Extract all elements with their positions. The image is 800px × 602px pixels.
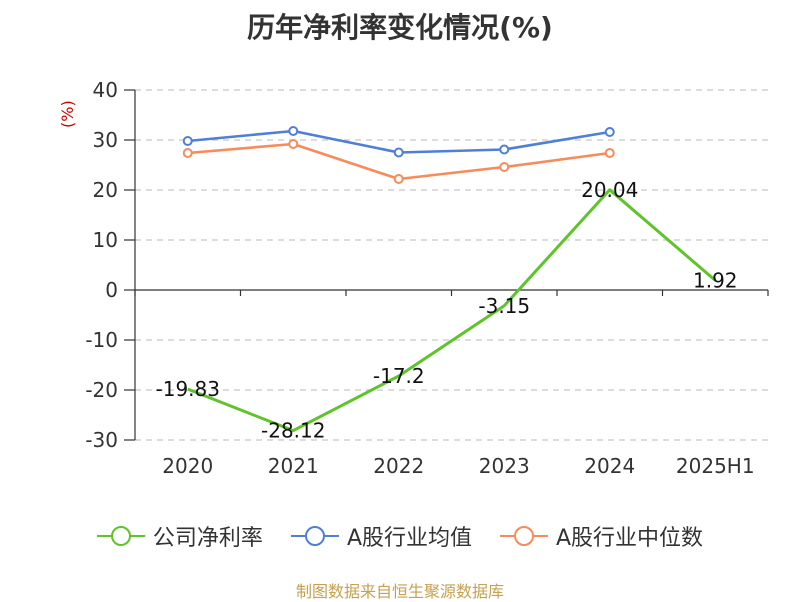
y-tick-label: 30	[93, 128, 118, 152]
data-point-industry_avg	[393, 147, 404, 158]
chart-title: 历年净利率变化情况(%)	[247, 11, 553, 44]
legend-swatch-net-margin	[96, 526, 145, 546]
legend-label-net-margin: 公司净利率	[152, 526, 263, 551]
data-point-industry_avg	[182, 136, 193, 146]
data-label: -3.15	[478, 294, 530, 318]
x-tick-label: 2020	[162, 454, 213, 478]
axes: -30 -20 -10 0 10 20 30 40 2020 2021 2022 2023 2024 20…	[85, 78, 769, 478]
x-tick-label: 2021	[268, 454, 319, 478]
grid-lines	[135, 89, 768, 441]
legend-item-industry-avg[interactable]: A股行业均值	[290, 520, 472, 552]
data-labels: -19.83 -28.12 -17.2 -3.15 20.04 1.92	[156, 178, 738, 443]
data-label: -28.12	[261, 419, 325, 443]
x-tick-label: 2022	[373, 454, 424, 478]
legend-swatch-industry-median	[500, 526, 548, 546]
x-tick-label: 2025H1	[676, 454, 755, 478]
legend: 公司净利率 A股行业均值 A股行业中位数	[0, 520, 800, 552]
y-tick-label: -30	[85, 428, 118, 452]
y-tick-label: 0	[105, 278, 118, 302]
series-lines	[182, 126, 717, 433]
x-tick-label: 2024	[584, 454, 635, 478]
y-tick-label: -10	[85, 328, 118, 352]
data-label: 20.04	[581, 178, 638, 202]
y-tick-label: -20	[85, 378, 118, 402]
x-tick-label: 2023	[479, 454, 530, 478]
data-label: -17.2	[373, 364, 425, 388]
data-label: -19.83	[156, 377, 220, 401]
data-point-industry_avg	[499, 144, 510, 155]
y-tick-label: 10	[93, 228, 118, 252]
data-source-note: 制图数据来自恒生聚源数据库	[295, 582, 504, 601]
legend-item-industry-median[interactable]: A股行业中位数	[500, 520, 703, 552]
data-point-industry_median	[604, 148, 615, 158]
data-point-industry_avg	[604, 127, 615, 137]
data-point-industry_median	[499, 162, 510, 172]
y-axis-unit-label: (%)	[58, 100, 77, 128]
y-tick-label: 20	[93, 178, 118, 202]
data-point-industry_median	[288, 139, 299, 149]
data-point-industry_avg	[288, 126, 299, 136]
data-point-industry_median	[393, 174, 404, 184]
data-point-industry_median	[182, 148, 193, 158]
y-tick-label: 40	[93, 78, 118, 102]
data-label: 1.92	[693, 268, 738, 292]
legend-label-industry-median: A股行业中位数	[556, 526, 704, 551]
legend-swatch-industry-avg	[290, 526, 339, 546]
series-line-net_margin	[187, 188, 717, 433]
legend-label-industry-avg: A股行业均值	[346, 526, 472, 551]
legend-item-net-margin[interactable]: 公司净利率	[96, 520, 263, 552]
